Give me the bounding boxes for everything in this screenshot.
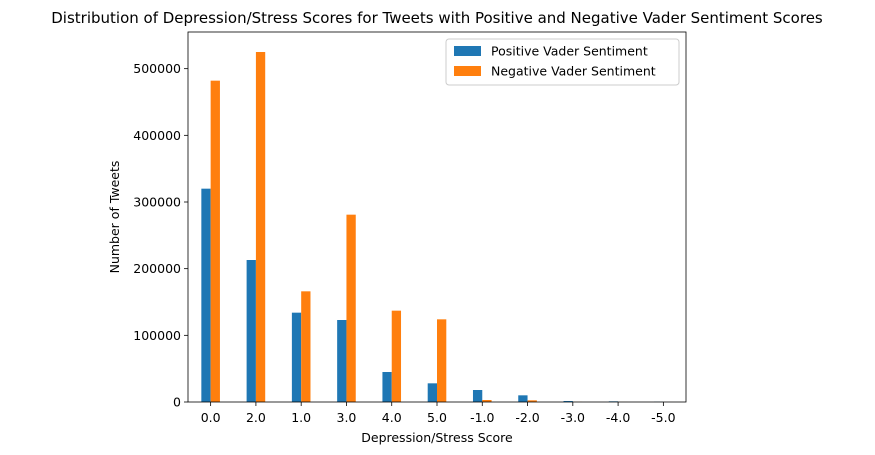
bar-positive-6 [472, 390, 483, 402]
x-tick-label: -3.0 [561, 410, 585, 425]
bar-negative-4 [391, 310, 402, 402]
chart-title: Distribution of Depression/Stress Scores… [51, 9, 823, 27]
bar-positive-7 [518, 395, 528, 402]
legend-label-positive: Positive Vader Sentiment [491, 44, 648, 59]
bar-positive-1 [246, 260, 256, 402]
y-tick-label: 200000 [133, 261, 181, 276]
x-tick-label: -5.0 [651, 410, 675, 425]
legend-label-negative: Negative Vader Sentiment [491, 64, 656, 79]
bar-positive-0 [201, 188, 211, 402]
x-axis: 0.0 2.0 1.0 3.0 4.0 5.0 -1.0 -2.0 -3.0 -4.0 -5.0 [201, 402, 676, 425]
bars-group [201, 52, 673, 403]
legend-swatch-positive [454, 46, 481, 56]
bar-negative-5 [437, 319, 447, 402]
bar-positive-2 [291, 312, 302, 402]
y-tick-label: 0 [173, 395, 181, 410]
x-tick-label: 0.0 [201, 410, 221, 425]
y-tick-label: 400000 [133, 128, 181, 143]
bar-positive-3 [337, 320, 347, 402]
y-tick-label: 500000 [133, 61, 181, 76]
x-tick-label: -4.0 [606, 410, 630, 425]
y-tick-label: 100000 [133, 328, 181, 343]
legend: Positive Vader Sentiment Negative Vader S… [445, 38, 680, 86]
bar-positive-5 [427, 383, 437, 402]
plot-frame [187, 31, 687, 403]
x-tick-label: 1.0 [291, 410, 311, 425]
bar-negative-6 [482, 400, 492, 402]
y-axis-label: Number of Tweets [107, 161, 122, 274]
bar-negative-1 [255, 52, 266, 402]
legend-box [445, 38, 680, 86]
x-tick-label: 5.0 [427, 410, 447, 425]
legend-swatch-negative [454, 66, 481, 76]
bar-negative-7 [527, 400, 537, 402]
bar-negative-3 [346, 214, 356, 402]
y-tick-label: 300000 [133, 195, 181, 210]
bar-positive-4 [382, 372, 392, 402]
x-tick-label: 2.0 [246, 410, 266, 425]
bar-positive-8 [563, 401, 573, 402]
x-tick-label: -1.0 [470, 410, 494, 425]
bar-negative-0 [210, 80, 220, 403]
x-tick-label: -2.0 [515, 410, 539, 425]
x-tick-label: 3.0 [337, 410, 357, 425]
x-tick-label: 4.0 [382, 410, 402, 425]
x-axis-label: Depression/Stress Score [361, 430, 513, 445]
bar-negative-2 [301, 291, 311, 402]
y-axis: 0 100000 200000 300000 400000 500000 [133, 61, 188, 410]
